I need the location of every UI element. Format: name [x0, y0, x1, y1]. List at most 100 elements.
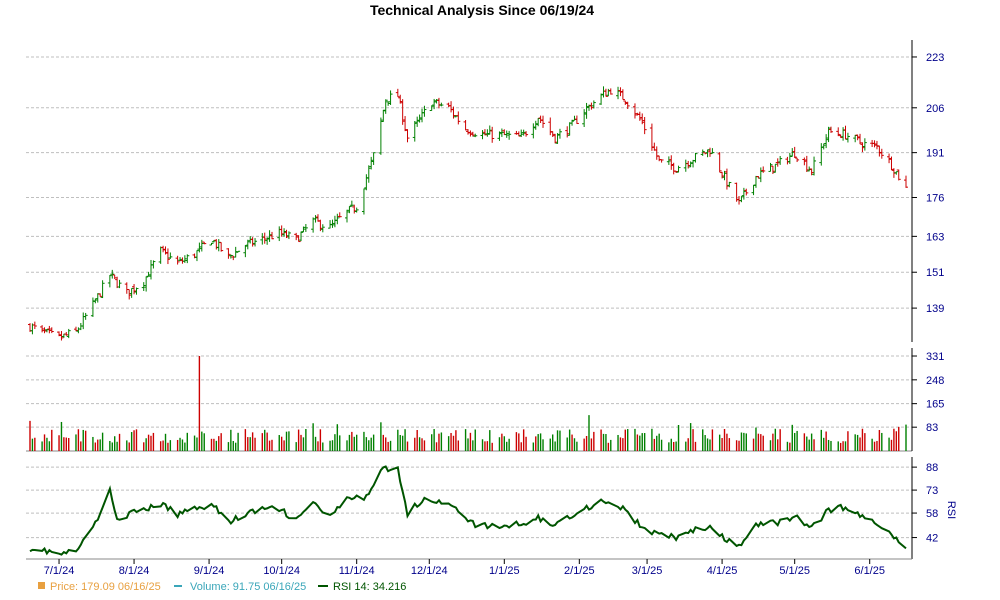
price-bar: [294, 232, 299, 241]
price-bar: [146, 271, 151, 277]
price-bar: [269, 231, 274, 240]
price-bar: [872, 140, 877, 148]
price-bar: [751, 184, 756, 196]
price-bar: [231, 255, 236, 261]
price-bar: [879, 148, 884, 159]
price-bar: [514, 130, 519, 135]
price-bar: [843, 125, 848, 140]
price-bar: [371, 152, 376, 165]
price-bar: [608, 88, 613, 95]
price-bar: [637, 111, 642, 121]
rsi-tick-label: 42: [926, 533, 938, 545]
price-bar: [332, 215, 337, 228]
price-bar: [245, 239, 250, 250]
price-bar: [625, 101, 630, 110]
price-bar: [874, 140, 879, 150]
price-bar: [219, 242, 224, 252]
volume-layer: [29, 356, 907, 451]
price-bar: [616, 86, 621, 100]
price-bar: [841, 127, 846, 141]
price-bar: [73, 326, 78, 332]
price-bar: [265, 237, 270, 245]
price-bar: [328, 220, 333, 229]
price-bar: [47, 325, 52, 334]
price-bar: [303, 223, 308, 232]
price-bar: [112, 274, 117, 280]
price-bar: [618, 87, 623, 97]
price-bar: [591, 100, 596, 109]
price-bar: [161, 245, 166, 253]
price-bar: [141, 282, 146, 292]
price-bar: [468, 130, 473, 137]
legend: Price: 179.09 06/16/25 Volume: 91.75 06/…: [38, 581, 406, 593]
price-bar: [753, 175, 758, 188]
price-bar: [44, 329, 49, 333]
price-tick-label: 151: [926, 267, 944, 279]
price-bar: [282, 228, 287, 237]
price-bar: [226, 248, 231, 259]
price-bar: [896, 169, 901, 181]
price-bar: [485, 129, 490, 137]
price-bar: [649, 123, 654, 151]
price-bar: [669, 155, 674, 170]
price-bar: [163, 246, 168, 255]
price-bar: [40, 325, 45, 333]
volume-tick-label: 248: [926, 375, 944, 387]
price-bar: [686, 160, 691, 169]
price-bar: [107, 274, 112, 288]
price-bar: [182, 255, 187, 263]
price-bar: [674, 170, 679, 173]
legend-price: Price: 179.09 06/16/25: [50, 581, 161, 593]
price-bar: [318, 219, 323, 232]
price-bar: [95, 293, 100, 303]
price-bar: [855, 134, 860, 141]
price-bar: [553, 133, 558, 144]
price-layer: [28, 86, 908, 341]
price-bar: [124, 282, 129, 294]
x-tick-label: 8/1/24: [119, 565, 150, 577]
x-tick-label: 11/1/24: [339, 565, 375, 577]
rsi-line: [29, 465, 907, 556]
price-bar: [286, 231, 291, 240]
price-bar: [727, 181, 732, 188]
price-bar: [531, 123, 536, 139]
price-bar: [720, 171, 725, 179]
price-bar: [802, 157, 807, 166]
price-bar: [652, 142, 657, 151]
x-tick-label: 4/1/25: [707, 565, 738, 577]
price-bar: [211, 239, 216, 243]
price-bar: [603, 88, 608, 97]
price-bar: [463, 119, 468, 131]
price-bar: [369, 156, 374, 170]
price-bar: [354, 207, 359, 213]
price-bar: [739, 195, 744, 203]
price-bar: [693, 152, 698, 163]
chart-title: Technical Analysis Since 06/19/24: [370, 2, 594, 18]
price-bar: [194, 250, 199, 262]
price-bar: [199, 239, 204, 252]
price-tick-label: 206: [926, 103, 944, 115]
x-tick-label: 1/1/25: [489, 565, 520, 577]
price-bar: [538, 115, 543, 124]
price-bar: [812, 156, 817, 176]
price-bar: [185, 254, 190, 264]
price-bar: [845, 132, 850, 143]
price-bar: [541, 115, 546, 128]
price-bar: [347, 206, 352, 214]
price-bar: [894, 171, 899, 175]
price-bar: [620, 89, 625, 100]
price-bar: [81, 312, 86, 330]
price-bar: [243, 245, 248, 258]
price-bar: [722, 170, 727, 181]
price-bar: [601, 86, 606, 98]
price-bar: [415, 116, 420, 127]
price-bar: [100, 280, 105, 299]
price-bar: [267, 230, 272, 242]
price-bar: [473, 133, 478, 138]
price-bar: [284, 229, 289, 239]
price-bar: [262, 232, 267, 244]
price-bar: [446, 102, 451, 108]
price-bar: [676, 165, 681, 173]
price-bar: [158, 246, 163, 264]
